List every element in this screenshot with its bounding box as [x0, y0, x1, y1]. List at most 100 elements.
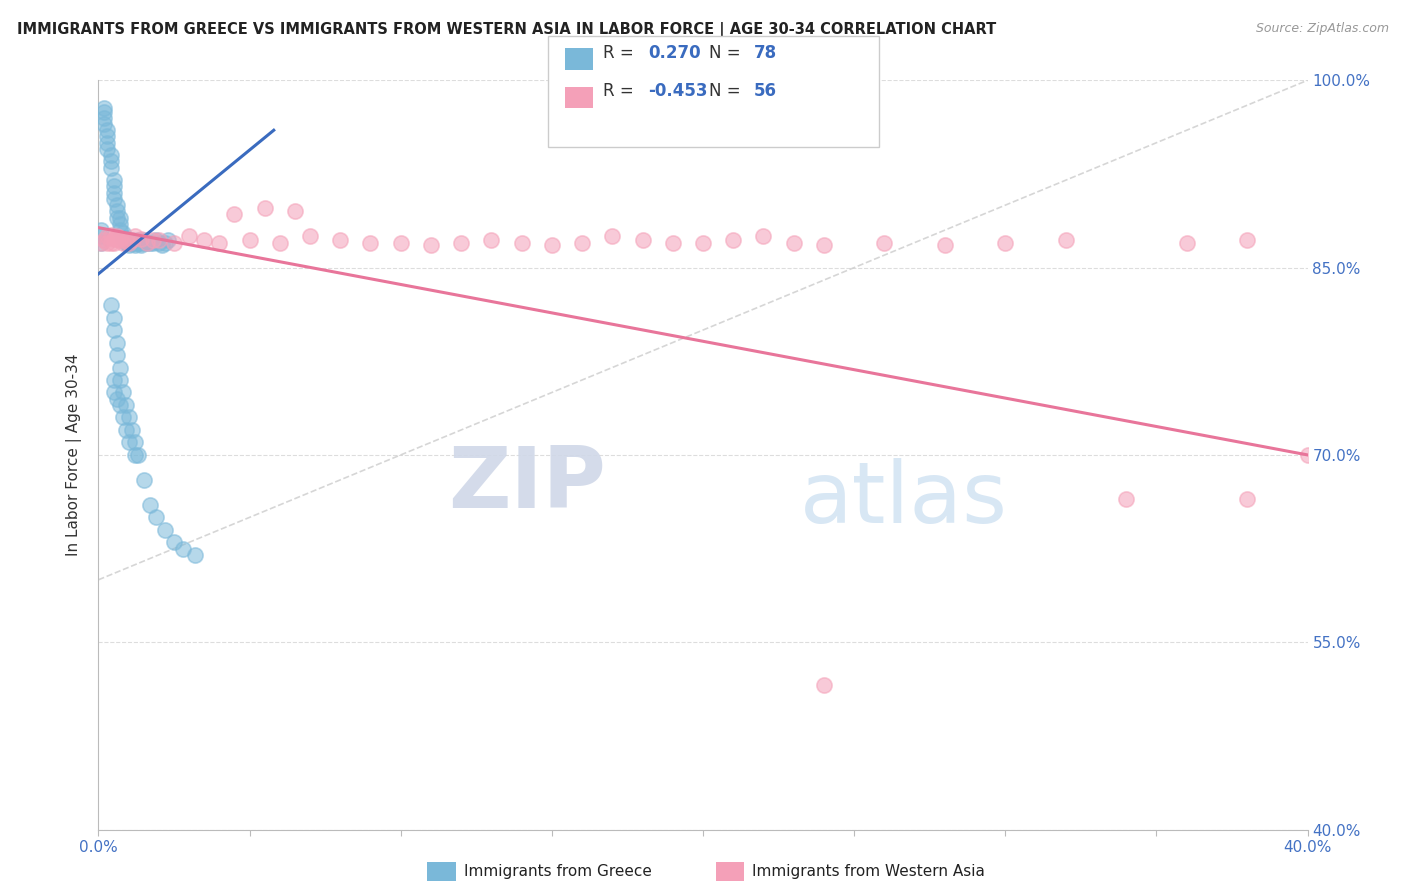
Point — [96, 136, 118, 150]
Point — [139, 235, 162, 250]
Point — [239, 233, 262, 247]
Point — [103, 323, 125, 337]
Point — [100, 154, 122, 169]
Point — [108, 373, 131, 387]
Text: Source: ZipAtlas.com: Source: ZipAtlas.com — [1256, 22, 1389, 36]
Point — [1236, 233, 1258, 247]
Point — [111, 410, 134, 425]
Point — [96, 229, 118, 244]
Text: 78: 78 — [754, 44, 776, 62]
Point — [156, 233, 179, 247]
Point — [114, 398, 136, 412]
Point — [224, 207, 246, 221]
Point — [103, 192, 125, 206]
Point — [132, 235, 155, 250]
Point — [172, 541, 194, 556]
Point — [481, 233, 503, 247]
Point — [93, 104, 115, 119]
Point — [100, 235, 122, 250]
Point — [139, 498, 162, 512]
Point — [127, 233, 149, 247]
Text: N =: N = — [709, 44, 745, 62]
Text: R =: R = — [603, 82, 640, 100]
Point — [450, 235, 472, 250]
Point — [108, 360, 131, 375]
Point — [103, 235, 125, 250]
Point — [360, 235, 382, 250]
Point — [153, 235, 176, 250]
Point — [105, 335, 128, 350]
Point — [142, 235, 165, 250]
Text: ZIP: ZIP — [449, 443, 606, 526]
Point — [108, 398, 131, 412]
Point — [90, 223, 112, 237]
Point — [105, 211, 128, 225]
Text: -0.453: -0.453 — [648, 82, 707, 100]
Point — [142, 233, 165, 247]
Point — [571, 235, 593, 250]
Point — [121, 423, 143, 437]
Point — [118, 435, 141, 450]
Point — [163, 535, 186, 549]
Point — [124, 235, 146, 250]
Point — [145, 510, 167, 524]
Point — [105, 392, 128, 406]
Point — [114, 230, 136, 244]
Point — [96, 123, 118, 137]
Y-axis label: In Labor Force | Age 30-34: In Labor Force | Age 30-34 — [66, 353, 83, 557]
Point — [111, 385, 134, 400]
Point — [510, 235, 533, 250]
Point — [96, 129, 118, 144]
Point — [127, 235, 149, 250]
Point — [105, 198, 128, 212]
Point — [93, 117, 115, 131]
Point — [124, 229, 146, 244]
Point — [127, 448, 149, 462]
Point — [813, 678, 835, 692]
Point — [1296, 448, 1319, 462]
Point — [100, 298, 122, 312]
Point — [100, 148, 122, 162]
Point — [661, 235, 683, 250]
Point — [108, 223, 131, 237]
Point — [90, 235, 112, 250]
Point — [269, 235, 291, 250]
Point — [121, 233, 143, 247]
Point — [184, 548, 207, 562]
Point — [994, 235, 1017, 250]
Text: Immigrants from Western Asia: Immigrants from Western Asia — [752, 864, 986, 879]
Point — [111, 226, 134, 240]
Point — [934, 238, 956, 252]
Point — [153, 523, 176, 537]
Point — [135, 235, 157, 250]
Point — [111, 230, 134, 244]
Point — [108, 233, 131, 247]
Point — [124, 238, 146, 252]
Point — [813, 238, 835, 252]
Point — [103, 232, 125, 246]
Text: 56: 56 — [754, 82, 776, 100]
Point — [163, 235, 186, 250]
Point — [132, 233, 155, 247]
Point — [93, 111, 115, 125]
Point — [114, 235, 136, 249]
Point — [631, 233, 654, 247]
Point — [124, 448, 146, 462]
Point — [108, 211, 131, 225]
Point — [93, 233, 115, 247]
Point — [1236, 491, 1258, 506]
Point — [150, 238, 173, 252]
Point — [540, 238, 562, 252]
Text: atlas: atlas — [800, 458, 1008, 541]
Point — [105, 204, 128, 219]
Point — [129, 232, 152, 246]
Point — [90, 229, 112, 244]
Point — [105, 232, 128, 246]
Point — [752, 229, 775, 244]
Point — [118, 235, 141, 250]
Point — [100, 228, 122, 243]
Point — [108, 217, 131, 231]
Point — [253, 201, 276, 215]
Point — [135, 235, 157, 250]
Point — [114, 235, 136, 250]
